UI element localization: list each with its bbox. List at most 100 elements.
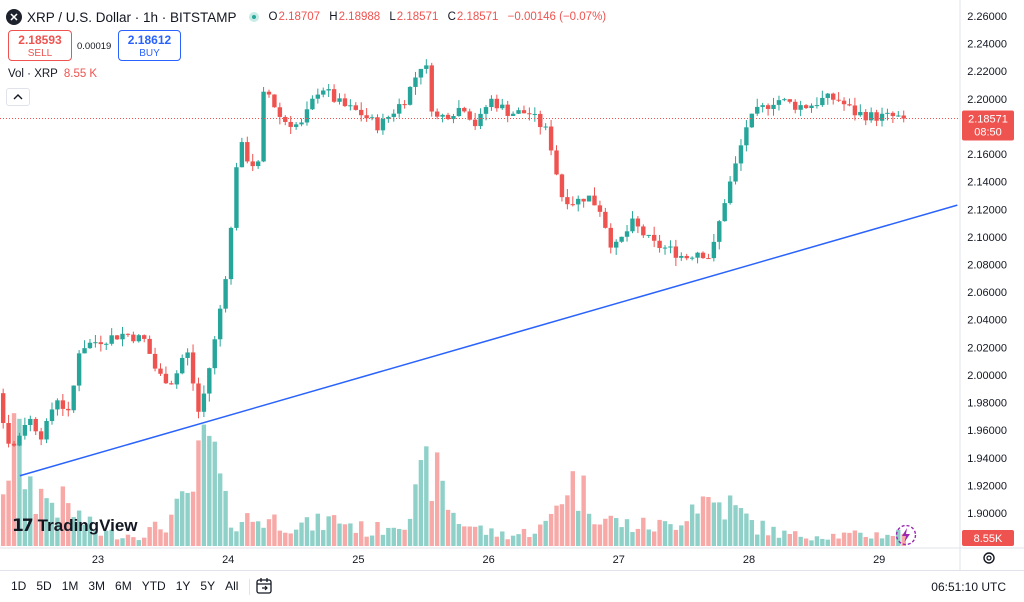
- volume-badge-value: 8.55K: [974, 533, 1003, 545]
- volume-bar: [831, 533, 836, 546]
- collapse-legend-button[interactable]: [6, 88, 30, 106]
- volume-bar: [239, 522, 245, 546]
- volume-bar: [66, 503, 71, 546]
- sell-button[interactable]: 2.18593 SELL: [8, 30, 72, 61]
- volume-bar: [744, 513, 749, 546]
- symbol-title[interactable]: XRP / U.S. Dollar · 1h · BITSTAMP: [27, 9, 237, 25]
- time-tick-label: 23: [92, 554, 104, 566]
- volume-bar: [451, 512, 456, 546]
- volume-bar: [93, 530, 98, 546]
- candle-body: [760, 105, 765, 107]
- range-6m[interactable]: 6M: [115, 579, 132, 593]
- range-all[interactable]: All: [225, 579, 239, 593]
- volume-bar: [38, 488, 44, 546]
- candle-body: [147, 338, 152, 354]
- candle-body: [239, 142, 245, 168]
- volume-bar: [272, 514, 277, 546]
- candle-body: [288, 121, 293, 127]
- settings-gear-icon[interactable]: [982, 551, 996, 568]
- toolbar-divider: [249, 579, 250, 595]
- candle-body: [266, 91, 272, 95]
- range-1d[interactable]: 1D: [11, 579, 27, 593]
- xrp-logo-icon: ✕: [6, 9, 22, 25]
- volume-bar: [120, 538, 125, 546]
- volume-bar: [603, 518, 608, 546]
- volume-bar: [174, 498, 179, 546]
- candle-body: [277, 107, 283, 117]
- candle-body: [283, 116, 288, 122]
- candle-body: [217, 308, 223, 340]
- time-tick-label: 27: [613, 554, 625, 566]
- candle-body: [304, 109, 310, 123]
- utc-clock[interactable]: 06:51:10 UTC: [931, 580, 1006, 594]
- market-open-icon: [248, 12, 259, 22]
- candle-body: [391, 113, 396, 117]
- candle-body: [814, 105, 820, 107]
- volume-bar: [353, 532, 358, 546]
- candle-body: [868, 112, 874, 121]
- volume-legend-value: 8.55 K: [63, 68, 98, 80]
- volume-bar: [771, 526, 776, 546]
- price-tick-label: 1.92000: [967, 480, 1007, 492]
- price-tick-label: 2.08000: [967, 260, 1007, 272]
- trendline[interactable]: [19, 204, 958, 477]
- candle-body: [597, 205, 603, 212]
- candle-body: [201, 393, 207, 412]
- candle-body: [689, 257, 695, 259]
- candle-body: [592, 195, 597, 206]
- candle-body: [831, 93, 836, 100]
- tradingview-logo[interactable]: 17 TradingView: [12, 516, 138, 536]
- candle-body: [467, 111, 472, 120]
- candle-body: [98, 342, 104, 345]
- candle-body: [803, 105, 809, 109]
- volume-bar: [901, 533, 906, 546]
- price-tick-label: 2.26000: [967, 11, 1007, 23]
- price-chart[interactable]: 2.260002.240002.220002.200002.180002.160…: [0, 0, 1024, 570]
- volume-bar: [543, 520, 548, 546]
- candle-body: [22, 425, 28, 436]
- candle-body: [543, 126, 548, 128]
- candle-body: [717, 221, 722, 242]
- candle-body: [798, 105, 803, 110]
- volume-bar: [375, 522, 380, 546]
- lightning-icon[interactable]: [895, 524, 917, 546]
- candle-body: [744, 127, 749, 146]
- volume-bar: [554, 505, 559, 546]
- spread-value: 0.00019: [77, 41, 112, 52]
- range-3m[interactable]: 3M: [88, 579, 106, 593]
- price-tick-label: 1.96000: [967, 425, 1007, 437]
- candle-body: [185, 352, 190, 358]
- volume-bar: [478, 525, 483, 546]
- candle-body: [272, 94, 277, 108]
- volume-bar: [104, 530, 109, 546]
- volume-bar: [793, 531, 798, 546]
- volume-bar: [196, 440, 201, 546]
- price-tick-label: 1.98000: [967, 398, 1007, 410]
- buy-button[interactable]: 2.18612 BUY: [118, 30, 181, 61]
- volume-bar: [858, 532, 863, 546]
- volume-bar: [472, 526, 478, 546]
- volume-bar: [33, 513, 38, 546]
- candle-body: [879, 113, 885, 121]
- range-ytd[interactable]: YTD: [141, 579, 166, 593]
- volume-bar: [586, 513, 592, 546]
- range-5d[interactable]: 5D: [36, 579, 52, 593]
- candle-body: [662, 247, 668, 249]
- go-to-date-icon[interactable]: [254, 577, 276, 597]
- candle-body: [125, 333, 131, 335]
- volume-bar: [424, 446, 429, 546]
- candle-body: [310, 98, 315, 110]
- volume-bar: [163, 532, 169, 546]
- volume-bar: [760, 520, 765, 546]
- volume-bar: [369, 535, 375, 546]
- range-1y[interactable]: 1Y: [175, 579, 191, 593]
- volume-bar: [803, 538, 809, 546]
- volume-bar: [505, 539, 510, 546]
- price-tick-label: 2.00000: [967, 370, 1007, 382]
- candle-body: [337, 98, 342, 102]
- candle-body: [521, 110, 527, 114]
- candle-body: [516, 110, 521, 114]
- price-tick-label: 2.16000: [967, 149, 1007, 161]
- range-5y[interactable]: 5Y: [200, 579, 216, 593]
- range-1m[interactable]: 1M: [61, 579, 79, 593]
